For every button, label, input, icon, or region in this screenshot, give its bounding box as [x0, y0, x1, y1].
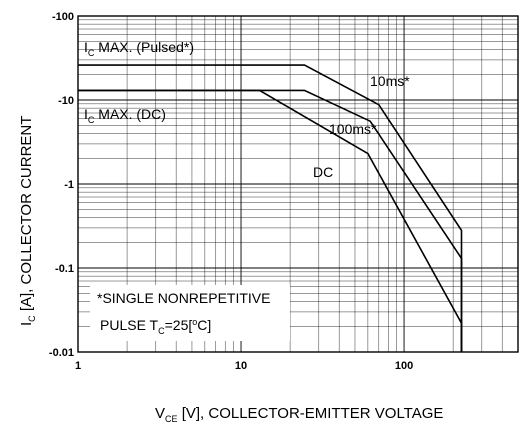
tick-labels: 1 10 100 -100 -10 -1 -0.1 -0.01 — [49, 11, 413, 372]
series-line-3 — [78, 89, 463, 352]
annotation-ic-max-dc-sub: C — [88, 115, 95, 125]
note-background — [90, 285, 290, 341]
y-axis-label-main: I — [18, 322, 35, 326]
y-tick-label: -0.01 — [49, 347, 74, 359]
curves-group — [78, 64, 463, 352]
annotation-10ms: 10ms* — [370, 73, 410, 89]
note-line-1: *SINGLE NONREPETITIVE — [97, 290, 270, 306]
note-line-2-a: PULSE T — [100, 317, 159, 333]
x-tick-label: 100 — [395, 360, 413, 372]
annotation-dc: DC — [313, 164, 333, 180]
y-tick-label: -10 — [58, 95, 74, 107]
annotation-ic-max-pulsed-main: I — [84, 39, 88, 55]
x-axis-label: VCE [V], COLLECTOR-EMITTER VOLTAGE — [155, 405, 443, 424]
note-line-2-sub: C — [158, 326, 165, 336]
grid-lines — [77, 16, 519, 353]
annotation-ic-max-dc: IC MAX. (DC) — [84, 106, 166, 125]
note-line-2-c: C] — [197, 317, 211, 333]
annotation-ic-max-dc-rest: MAX. (DC) — [94, 106, 166, 122]
x-tick-label: 1 — [75, 360, 81, 372]
annotation-ic-max-dc-main: I — [84, 106, 88, 122]
y-tick-label: -0.1 — [55, 263, 74, 275]
annotation-ic-max-pulsed-rest: MAX. (Pulsed*) — [94, 39, 194, 55]
y-axis-label-rest: [A], COLLECTOR CURRENT — [18, 116, 35, 316]
x-tick-label: 10 — [235, 360, 247, 372]
annotation-100ms: 100ms* — [329, 121, 377, 137]
plot-frame — [77, 15, 519, 353]
note-line-2: PULSE TC=25[oC] — [100, 317, 211, 336]
x-axis-label-rest: [V], COLLECTOR-EMITTER VOLTAGE — [178, 405, 444, 422]
y-tick-label: -1 — [64, 179, 74, 191]
x-axis-label-sub: CE — [165, 414, 178, 424]
note-line-2-sup: o — [192, 317, 197, 327]
annotation-ic-max-pulsed-sub: C — [88, 48, 95, 58]
y-tick-label: -100 — [52, 11, 74, 23]
x-axis-label-main: V — [155, 405, 165, 422]
annotation-ic-max-pulsed: IC MAX. (Pulsed*) — [84, 39, 194, 58]
y-axis-label: IC [A], COLLECTOR CURRENT — [18, 116, 37, 326]
note-line-2-b: =25[ — [165, 317, 193, 333]
y-axis-label-sub: C — [27, 315, 37, 322]
